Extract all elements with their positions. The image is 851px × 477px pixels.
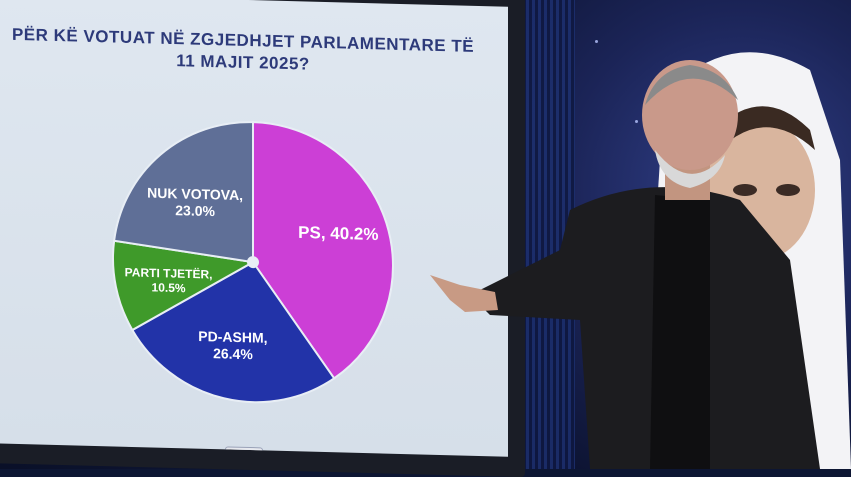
pie-label-3: NUK VOTOVA,23.0% — [147, 185, 243, 220]
pie-label-1: PD-ASHM,26.4% — [198, 328, 267, 363]
pie-slice-3[interactable] — [113, 118, 254, 264]
pie-label-2: PARTI TJETËR,10.5% — [125, 264, 213, 296]
pie-slice-2[interactable] — [112, 239, 257, 333]
presenter — [430, 60, 820, 469]
pie-center-hub — [247, 256, 259, 269]
pie-chart: PS, 40.2% PD-ASHM,26.4% PARTI TJETËR,10.5%… — [112, 118, 394, 404]
pie-label-0: PS, 40.2% — [298, 223, 378, 244]
touchscreen-display: PËR KË VOTUAT NË ZGJEDHJET PARLAMENTARE … — [0, 0, 508, 457]
pie-slice-1[interactable] — [130, 259, 336, 404]
pie-slice-0[interactable] — [252, 121, 394, 380]
